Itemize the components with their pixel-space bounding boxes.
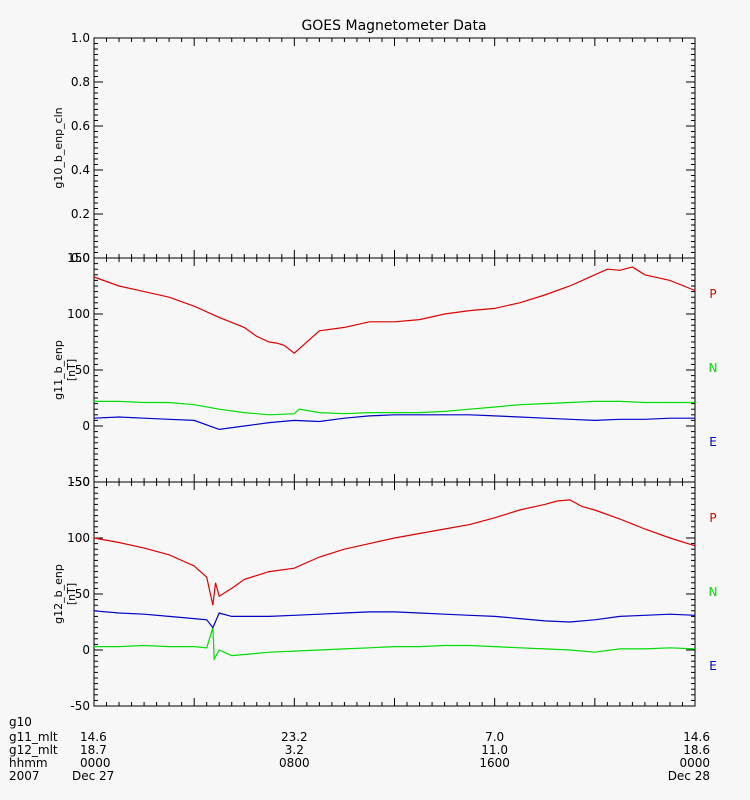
footer-cell: 7.0 <box>485 730 504 744</box>
footer-cell: 14.6 <box>683 730 710 744</box>
series-line-E <box>93 414 695 431</box>
y-tick-label: 0.6 <box>71 119 90 133</box>
y-tick-label: -50 <box>70 699 90 713</box>
y-tick-label: 50 <box>75 363 90 377</box>
y-axis-label: g10_b_enp_cln <box>52 107 65 188</box>
y-tick-label: 150 <box>67 251 90 265</box>
time-axis-footer: g10g11_mltg12_mlthhmm200714.618.70000Dec… <box>9 715 710 783</box>
series-line-N <box>94 400 695 416</box>
y-tick-label: 100 <box>67 307 90 321</box>
legend-entry-P: P <box>709 511 716 525</box>
y-axis-unit: [nT] <box>65 359 78 381</box>
footer-row-label: g10 <box>9 715 32 729</box>
footer-cell: 18.6 <box>683 743 710 757</box>
footer-cell: Dec 28 <box>668 769 710 783</box>
footer-cell: 0800 <box>279 756 310 770</box>
panel-frame <box>93 37 696 259</box>
legend-entry-N: N <box>709 361 718 375</box>
footer-cell: 3.2 <box>285 743 304 757</box>
legend-entry-P: P <box>709 287 716 301</box>
panel-frame <box>93 257 696 483</box>
y-tick-label: 0.2 <box>71 207 90 221</box>
footer-row-label: g11_mlt <box>9 730 58 744</box>
legend-entry-E: E <box>709 435 717 449</box>
footer-cell: 1600 <box>479 756 510 770</box>
y-tick-label: 1.0 <box>71 31 90 45</box>
footer-cell: 14.6 <box>80 730 107 744</box>
y-tick-label: 150 <box>67 475 90 489</box>
y-tick-label: 50 <box>75 587 90 601</box>
legend-entry-E: E <box>709 659 717 673</box>
footer-cell: 18.7 <box>80 743 107 757</box>
footer-cell: Dec 27 <box>72 769 114 783</box>
series-line-E <box>93 610 696 629</box>
series-line-N <box>94 627 696 662</box>
footer-cell: 11.0 <box>481 743 508 757</box>
y-tick-label: 0 <box>82 419 90 433</box>
y-tick-label: 0 <box>82 643 90 657</box>
panels: 0.0 0.2 0.4 0.6 0.8 1.0 g10_b_enp_cln -50 0 50 100… <box>52 31 717 713</box>
y-tick-label: 0.4 <box>71 163 90 177</box>
panel-g10: 0.0 0.2 0.4 0.6 0.8 1.0 g10_b_enp_cln <box>52 31 696 265</box>
legend-entry-N: N <box>709 585 718 599</box>
panel-g12: -50 0 50 100 150 g12_b_enp [nT] P N E <box>52 475 717 713</box>
chart-title: GOES Magnetometer Data <box>301 18 486 34</box>
y-tick-label: -50 <box>70 475 90 489</box>
y-tick-label: 0.0 <box>71 251 90 265</box>
panel-g11: -50 0 50 100 150 g11_b_enp [nT] P N E <box>52 251 717 489</box>
series-line-P <box>93 499 696 606</box>
y-tick-label: 100 <box>67 531 90 545</box>
footer-cell: 0000 <box>679 756 710 770</box>
footer-row-label: g12_mlt <box>9 743 58 757</box>
footer-cell: 0000 <box>80 756 111 770</box>
footer-cell: 23.2 <box>281 730 308 744</box>
y-axis-label: g12_b_enp <box>52 564 65 624</box>
y-tick-label: 0.8 <box>71 75 90 89</box>
y-axis-unit: [nT] <box>65 583 78 605</box>
y-axis-label: g11_b_enp <box>52 340 65 400</box>
footer-row-label: hhmm <box>9 756 48 770</box>
panel-frame <box>93 481 696 707</box>
footer-row-label: 2007 <box>9 769 40 783</box>
series-line-P <box>93 266 696 354</box>
